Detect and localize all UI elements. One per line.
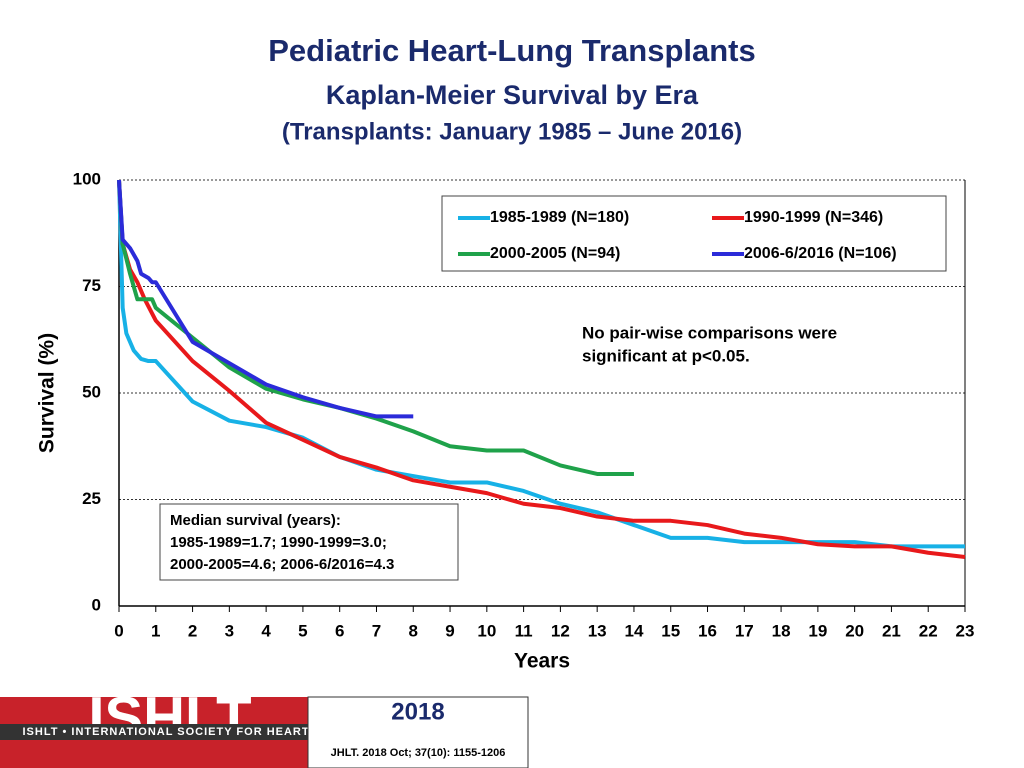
x-tick-label: 23	[956, 621, 975, 640]
series-line	[117, 179, 634, 476]
y-tick-label: 0	[92, 595, 101, 614]
footer-year: 2018	[391, 698, 444, 725]
median-text: 2000-2005=4.6; 2006-6/2016=4.3	[170, 556, 394, 573]
y-tick-label: 50	[82, 382, 101, 401]
legend	[441, 195, 947, 272]
x-tick-label: 5	[298, 621, 307, 640]
x-tick-label: 0	[114, 621, 123, 640]
x-tick-label: 20	[845, 621, 864, 640]
legend-label: 1990-1999 (N=346)	[744, 209, 883, 226]
series-line	[117, 179, 414, 419]
chart-subtitle: (Transplants: January 1985 – June 2016)	[282, 118, 742, 145]
legend-label: 2000-2005 (N=94)	[490, 245, 620, 262]
legend-label: 2006-6/2016 (N=106)	[744, 245, 897, 262]
x-tick-label: 4	[261, 621, 271, 640]
x-tick-label: 18	[772, 621, 791, 640]
median-text: 1985-1989=1.7; 1990-1999=3.0;	[170, 534, 387, 551]
x-tick-label: 21	[882, 621, 901, 640]
series-line	[117, 179, 966, 559]
logo-text: ISHLT	[88, 685, 251, 750]
x-tick-label: 22	[919, 621, 938, 640]
x-tick-label: 6	[335, 621, 344, 640]
median-text: Median survival (years):	[170, 512, 341, 529]
x-tick-label: 2	[188, 621, 197, 640]
chart-title: Pediatric Heart-Lung Transplants	[268, 33, 756, 68]
x-tick-label: 7	[372, 621, 381, 640]
x-tick-label: 17	[735, 621, 754, 640]
x-tick-label: 19	[808, 621, 827, 640]
x-tick-label: 9	[445, 621, 454, 640]
citation-box	[307, 696, 529, 768]
x-axis-label: Years	[514, 650, 570, 673]
annotation: No pair-wise comparisons were	[582, 323, 837, 342]
x-tick-label: 16	[698, 621, 717, 640]
x-tick-label: 12	[551, 621, 570, 640]
y-tick-label: 75	[82, 276, 101, 295]
x-tick-label: 11	[515, 621, 533, 640]
y-axis-label: Survival (%)	[36, 333, 59, 453]
x-tick-label: 8	[409, 621, 418, 640]
x-tick-label: 15	[661, 621, 680, 640]
median-box	[159, 503, 459, 581]
citation: JHLT. 2018 Oct; 37(10): 1155-1206	[331, 747, 506, 759]
annotation: significant at p<0.05.	[582, 346, 750, 365]
legend-label: 1985-1989 (N=180)	[490, 209, 629, 226]
y-tick-label: 100	[73, 169, 101, 188]
x-tick-label: 1	[151, 621, 160, 640]
x-tick-label: 13	[588, 621, 607, 640]
x-tick-label: 3	[225, 621, 234, 640]
x-tick-label: 14	[624, 621, 643, 640]
chart-subtitle: Kaplan-Meier Survival by Era	[326, 80, 699, 110]
series-line	[117, 179, 965, 549]
legend-items: 1985-1989 (N=180) 1990-1999 (N=346) 2000-2…	[458, 209, 897, 262]
x-tick-label: 10	[477, 621, 496, 640]
y-tick-label: 25	[82, 489, 101, 508]
